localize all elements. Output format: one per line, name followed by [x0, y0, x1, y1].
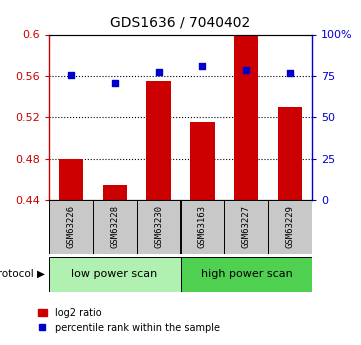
Text: low power scan: low power scan [71, 269, 158, 279]
Bar [278, 107, 303, 200]
Text: GDS1636 / 7040402: GDS1636 / 7040402 [110, 16, 251, 30]
Point [243, 67, 249, 73]
Bar [225, 200, 268, 254]
Bar [103, 185, 127, 200]
Bar [58, 159, 83, 200]
Point [156, 69, 161, 75]
Legend: log2 ratio, percentile rank within the sample: log2 ratio, percentile rank within the s… [34, 304, 224, 337]
Text: GSM63163: GSM63163 [198, 205, 207, 248]
Point [68, 72, 74, 78]
Text: GSM63230: GSM63230 [154, 205, 163, 248]
Bar [268, 200, 312, 254]
Bar [49, 200, 93, 254]
Bar [136, 200, 180, 254]
Text: GSM63227: GSM63227 [242, 205, 251, 248]
Bar [147, 81, 171, 200]
Point [112, 81, 117, 86]
Bar [93, 200, 136, 254]
Text: GSM63226: GSM63226 [66, 205, 75, 248]
Text: protocol ▶: protocol ▶ [0, 269, 45, 279]
Point [287, 71, 293, 76]
Text: GSM63228: GSM63228 [110, 205, 119, 248]
Text: high power scan: high power scan [200, 269, 292, 279]
Bar [49, 257, 180, 292]
Bar [234, 34, 258, 200]
Text: GSM63229: GSM63229 [286, 205, 295, 248]
Point [200, 63, 205, 69]
Bar [190, 122, 214, 200]
Bar [180, 257, 312, 292]
Bar [180, 200, 225, 254]
